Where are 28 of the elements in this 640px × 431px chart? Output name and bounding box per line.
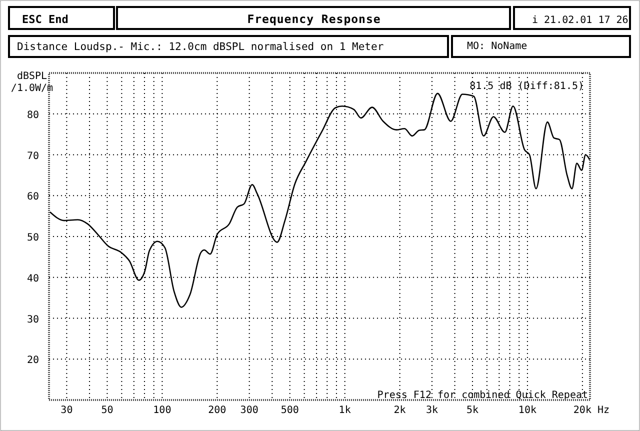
y-tick-label: 60 [26,192,40,203]
x-tick-label: 5k [466,405,479,416]
y-tick-label: 20 [26,355,40,366]
y-tick-label: 40 [26,273,40,284]
x-tick-label: 2k [394,405,406,416]
x-tick-label: 3k [426,405,438,416]
y-tick-label: 50 [26,232,40,244]
x-axis-title: Hz [597,405,610,416]
y-tick-label: 80 [26,110,40,121]
text: MO: NoName [467,41,528,52]
y-axis-title: dBSPL /1.0W/m [10,71,54,94]
annotation: Press F12 for combined Quick Repeat [377,390,588,401]
annotation: 81.5 dB (Diff:81.5) [470,81,584,92]
x-tick-label: 30 [60,405,73,416]
x-tick-label: 500 [280,405,299,416]
x-tick-label: 20k [573,405,592,416]
text: i 21.02.01 17 26 [532,15,628,26]
x-tick-label: 1k [338,405,351,416]
x-tick-label: 10k [518,405,536,416]
chart-subtitle: Distance Loudsp.- Mic.: 12.0cm dBSPL normalised on 1 Meter [17,41,384,53]
x-tick-label: 200 [208,405,226,416]
text: ESC End [22,13,68,26]
y-tick-label: 30 [26,314,40,326]
chart-title: Frequency Response [247,12,381,26]
x-tick-label: 300 [240,405,258,416]
y-tick-label: 70 [26,150,40,162]
x-tick-label: 50 [101,405,114,416]
x-tick-label: 100 [153,405,172,416]
